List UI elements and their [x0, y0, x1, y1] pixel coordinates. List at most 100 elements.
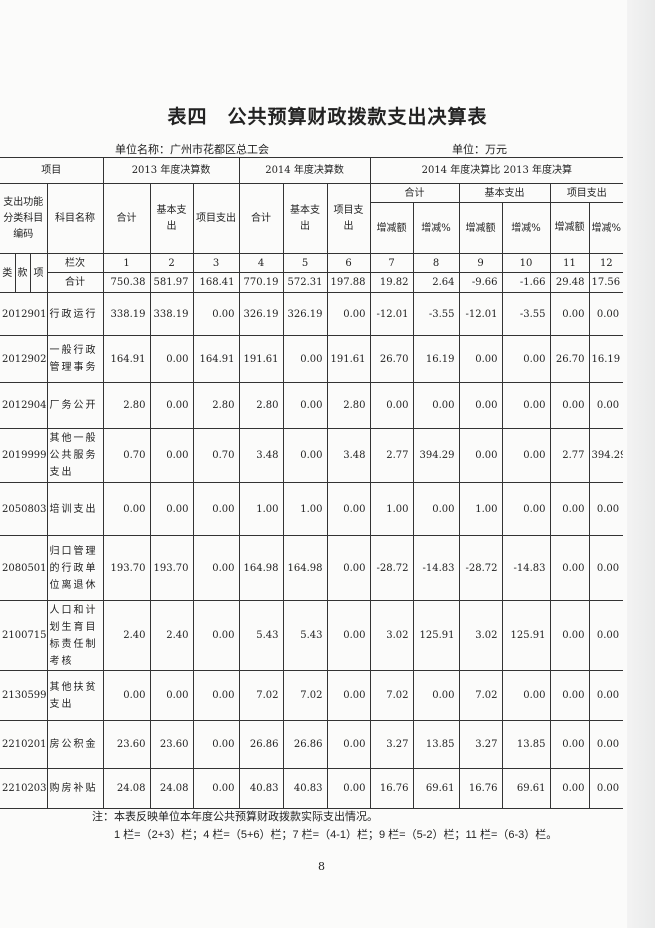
header-inc-pct: 增减%	[588, 202, 624, 254]
header-kuan: 款	[14, 253, 31, 293]
total-cell: 572.31	[282, 272, 328, 293]
column-number: 10	[501, 253, 551, 273]
value-cell: 0.00	[326, 670, 371, 721]
value-cell: -3.55	[412, 292, 460, 336]
value-cell: 0.00	[588, 382, 624, 429]
total-cell: -1.66	[501, 272, 551, 293]
header-cmp-proj: 项目支出	[549, 183, 624, 203]
value-cell: 2.40	[149, 600, 194, 671]
value-cell: 13.85	[501, 720, 551, 769]
value-cell: 13.85	[412, 720, 460, 769]
value-cell: 3.48	[238, 428, 284, 483]
value-cell: 0.00	[588, 482, 624, 536]
value-cell: 26.86	[282, 720, 328, 769]
subject-code: 2210201	[0, 720, 48, 769]
header-cmp-basic: 基本支出	[458, 183, 551, 203]
value-cell: 3.27	[369, 720, 414, 769]
value-cell: 0.70	[192, 428, 240, 483]
value-cell: 164.91	[192, 335, 240, 383]
value-cell: 0.00	[326, 535, 371, 601]
value-cell: 7.02	[458, 670, 503, 721]
value-cell: 3.48	[326, 428, 371, 483]
total-cell: 770.19	[238, 272, 284, 293]
value-cell: 191.61	[238, 335, 284, 383]
value-cell: 7.02	[282, 670, 328, 721]
header-inc-amt: 增减额	[458, 202, 503, 254]
value-cell: 0.00	[149, 482, 194, 536]
unit-name: 单位名称：广州市花都区总工会	[115, 143, 269, 156]
column-number: 9	[458, 253, 503, 273]
value-cell: 164.98	[282, 535, 328, 601]
value-cell: 0.00	[102, 670, 151, 721]
value-cell: 0.00	[549, 535, 590, 601]
subject-code: 2019999	[0, 428, 48, 483]
value-cell: 326.19	[282, 292, 328, 336]
column-number: 6	[326, 253, 371, 273]
value-cell: 0.00	[549, 768, 590, 809]
column-number: 7	[369, 253, 414, 273]
formula-note: 1 栏=（2+3）栏；4 栏=（5+6）栏；7 栏=（4-1）栏；9 栏=（5-…	[114, 829, 558, 841]
value-cell: 0.00	[326, 600, 371, 671]
header-inc-pct: 增减%	[501, 202, 551, 254]
subject-name: 人口和计划生育目标责任制考核	[46, 600, 104, 671]
value-cell: 0.00	[588, 768, 624, 809]
page-number: 8	[318, 860, 325, 873]
value-cell: 338.19	[149, 292, 194, 336]
header-project: 项目	[0, 157, 104, 184]
column-number: 2	[149, 253, 194, 273]
value-cell: 326.19	[238, 292, 284, 336]
value-cell: 0.00	[549, 482, 590, 536]
subject-name: 归口管理的行政单位离退休	[46, 535, 104, 601]
value-cell: 16.19	[412, 335, 460, 383]
header-2014-basic: 基本支出	[282, 183, 328, 254]
header-compare: 2014 年度决算比 2013 年度决算	[369, 157, 624, 184]
value-cell: 0.00	[549, 720, 590, 769]
subject-name: 其他扶贫支出	[46, 670, 104, 721]
subject-code: 2012902	[0, 335, 48, 383]
value-cell: 0.00	[192, 292, 240, 336]
value-cell: 2.80	[326, 382, 371, 429]
value-cell: 24.08	[102, 768, 151, 809]
column-number: 11	[549, 253, 590, 273]
total-cell: 750.38	[102, 272, 151, 293]
value-cell: 0.00	[326, 768, 371, 809]
value-cell: 0.00	[149, 428, 194, 483]
value-cell: 0.00	[588, 535, 624, 601]
subject-name: 行政运行	[46, 292, 104, 336]
value-cell: 0.00	[192, 768, 240, 809]
value-cell: 69.61	[501, 768, 551, 809]
subject-code: 2012904	[0, 382, 48, 429]
value-cell: 40.83	[238, 768, 284, 809]
header-inc-pct: 增减%	[412, 202, 460, 254]
value-cell: 0.00	[412, 482, 460, 536]
header-inc-amt: 增减额	[370, 202, 414, 254]
header-inc-amt: 增减额	[549, 202, 590, 254]
total-cell: -9.66	[458, 272, 503, 293]
value-cell: 3.02	[458, 600, 503, 671]
value-cell: 0.00	[192, 535, 240, 601]
page-title: 表四 公共预算财政拨款支出决算表	[167, 106, 488, 128]
value-cell: 0.00	[369, 382, 414, 429]
value-cell: 125.91	[412, 600, 460, 671]
value-cell: 125.91	[501, 600, 551, 671]
value-cell: 0.00	[192, 482, 240, 536]
value-cell: -14.83	[501, 535, 551, 601]
subject-code: 2130599	[0, 670, 48, 721]
table-row: 2012904 厂务公开 2.80 0.00 2.80 2.80 0.00 2.80 0.00 0…	[0, 382, 624, 429]
value-cell: 3.02	[369, 600, 414, 671]
subject-name: 房公积金	[46, 720, 104, 769]
value-cell: -12.01	[458, 292, 503, 336]
value-cell: 0.00	[326, 482, 371, 536]
column-number: 1	[102, 253, 151, 273]
value-cell: 0.00	[149, 335, 194, 383]
subject-name: 培训支出	[46, 482, 104, 536]
table-row: 2210201 房公积金 23.60 23.60 0.00 26.86 26.86 0.00 3…	[0, 720, 624, 769]
value-cell: 2.80	[192, 382, 240, 429]
column-number: 8	[412, 253, 460, 273]
value-cell: 16.19	[588, 335, 624, 383]
total-cell: 29.48	[549, 272, 590, 293]
value-cell: 40.83	[282, 768, 328, 809]
value-cell: 0.00	[501, 670, 551, 721]
total-cell: 168.41	[192, 272, 240, 293]
value-cell: 0.00	[588, 292, 624, 336]
